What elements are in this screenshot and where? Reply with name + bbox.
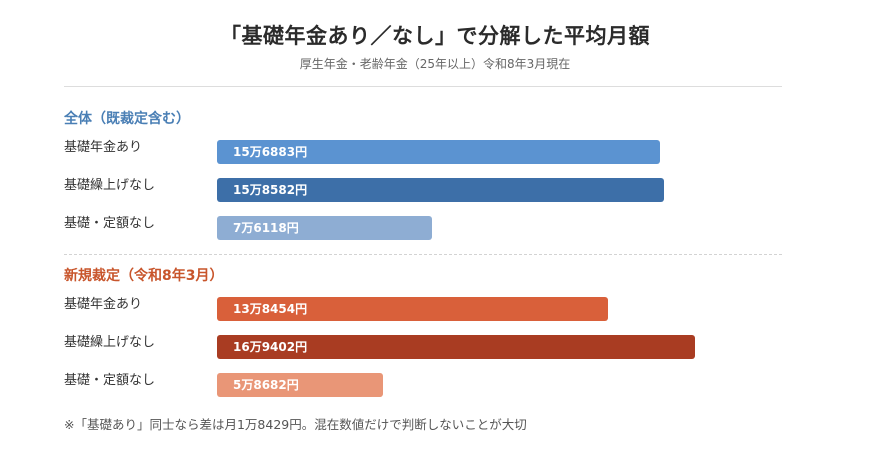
bar-value-label: 7万6118円	[233, 221, 299, 235]
row-label: 基礎繰上げなし	[64, 335, 156, 350]
header-divider	[64, 86, 782, 87]
bar: 16万9402円	[217, 335, 695, 359]
bar-value-label: 5万8682円	[233, 378, 299, 392]
footnote: ※「基礎あり」同士なら差は月1万8429円。混在数値だけで判断しないことが大切	[64, 417, 527, 432]
bar-value-label: 15万6883円	[233, 145, 308, 159]
bar: 5万8682円	[217, 373, 383, 397]
bar-value-label: 16万9402円	[233, 340, 308, 354]
bar: 15万8582円	[217, 178, 664, 202]
bar: 7万6118円	[217, 216, 432, 240]
group-title: 新規裁定（令和8年3月）	[64, 268, 224, 284]
bar-value-label: 15万8582円	[233, 183, 308, 197]
bar: 15万6883円	[217, 140, 660, 164]
group-title: 全体（既裁定含む）	[64, 111, 190, 127]
row-label: 基礎年金あり	[64, 140, 143, 155]
group-divider	[64, 254, 782, 255]
chart-subtitle: 厚生年金・老齢年金（25年以上）令和8年3月現在	[299, 57, 571, 71]
bar: 13万8454円	[217, 297, 608, 321]
row-label: 基礎・定額なし	[64, 216, 156, 231]
bar-value-label: 13万8454円	[233, 302, 308, 316]
row-label: 基礎繰上げなし	[64, 178, 156, 193]
chart-title: 「基礎年金あり／なし」で分解した平均月額	[220, 24, 650, 48]
row-label: 基礎・定額なし	[64, 373, 156, 388]
row-label: 基礎年金あり	[64, 297, 143, 312]
